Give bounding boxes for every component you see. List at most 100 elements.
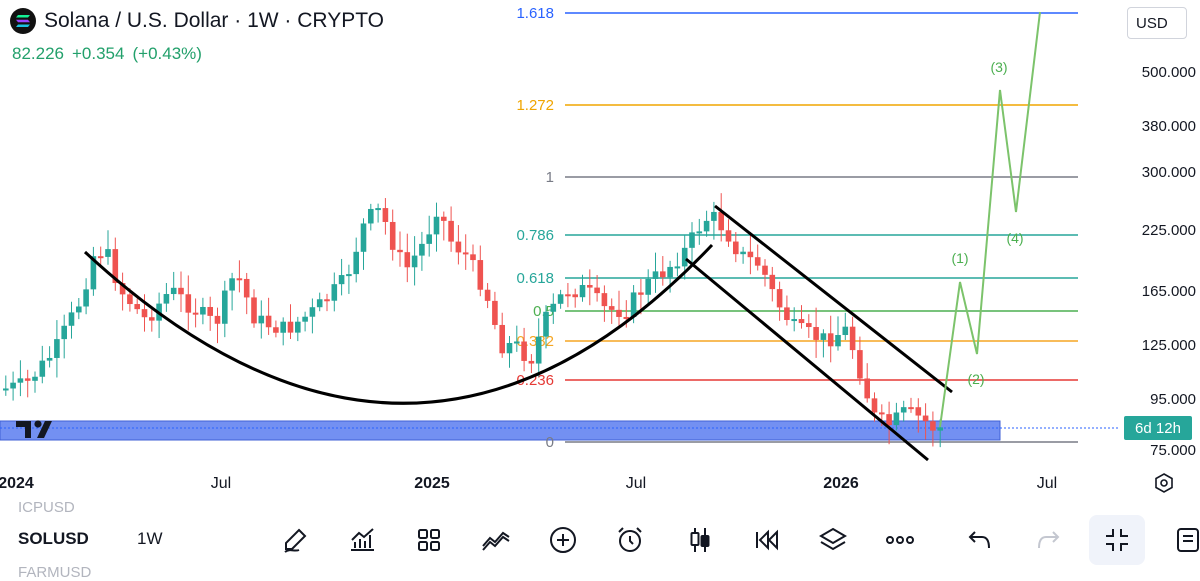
candle-body[interactable] (557, 294, 564, 304)
candle-body[interactable] (849, 326, 856, 351)
candle-body[interactable] (579, 285, 586, 298)
candle-body[interactable] (594, 287, 600, 294)
candle-body[interactable] (674, 266, 681, 269)
candle-body[interactable] (324, 299, 330, 302)
channel-lower-line[interactable] (685, 257, 929, 462)
candle-body[interactable] (937, 427, 943, 431)
candle-body[interactable] (747, 251, 754, 258)
candle-body[interactable] (784, 307, 790, 320)
candle-body[interactable] (601, 293, 608, 307)
support-zone[interactable] (0, 420, 1001, 441)
candle-body[interactable] (798, 319, 805, 324)
draw-icon[interactable] (275, 522, 315, 558)
candle-body[interactable] (192, 312, 199, 315)
candle-body[interactable] (754, 257, 761, 266)
candle-body[interactable] (871, 398, 878, 413)
candle-body[interactable] (32, 376, 38, 381)
channel-upper-line[interactable] (714, 204, 953, 394)
candle-type-icon[interactable] (680, 522, 720, 558)
candle-body[interactable] (915, 407, 922, 416)
layouts-icon[interactable] (409, 522, 449, 558)
candle-body[interactable] (119, 283, 126, 295)
candle-body[interactable] (630, 292, 637, 318)
candle-body[interactable] (616, 309, 622, 317)
candle-body[interactable] (608, 306, 615, 310)
candle-body[interactable] (397, 249, 403, 253)
cup-curve[interactable] (83, 243, 714, 405)
candle-body[interactable] (514, 341, 520, 344)
candle-body[interactable] (857, 350, 863, 379)
candle-body[interactable] (185, 294, 192, 313)
candle-body[interactable] (718, 211, 724, 231)
candle-body[interactable] (68, 312, 75, 326)
candle-body[interactable] (404, 252, 411, 268)
candle-body[interactable] (667, 266, 673, 278)
candle-body[interactable] (462, 252, 469, 255)
candle-body[interactable] (251, 297, 257, 324)
candle-body[interactable] (3, 388, 9, 391)
candle-body[interactable] (689, 232, 695, 248)
candle-body[interactable] (565, 294, 571, 297)
candle-body[interactable] (141, 309, 148, 318)
candle-body[interactable] (134, 304, 140, 310)
candle-body[interactable] (127, 294, 133, 305)
symbol-selector[interactable]: SOLUSD (18, 529, 89, 548)
candle-body[interactable] (638, 292, 644, 295)
candle-body[interactable] (346, 274, 352, 277)
candle-body[interactable] (265, 315, 272, 328)
candle-body[interactable] (587, 285, 593, 288)
candle-body[interactable] (222, 290, 228, 324)
fullscreen-icon[interactable] (1089, 515, 1145, 565)
candle-body[interactable] (448, 220, 454, 242)
candle-body[interactable] (76, 306, 82, 313)
candle-body[interactable] (835, 335, 841, 347)
chart-area[interactable]: 1.618 1.272 1 0.786 0.618 0.5 0.382 0.236 0 (1) … (0, 0, 1200, 510)
candle-body[interactable] (258, 315, 265, 324)
candle-body[interactable] (61, 325, 67, 340)
candle-body[interactable] (806, 323, 812, 328)
alert-icon[interactable] (610, 522, 650, 558)
candle-body[interactable] (893, 412, 900, 426)
candle-body[interactable] (900, 407, 907, 413)
candle-body[interactable] (90, 256, 97, 290)
candle-body[interactable] (820, 333, 827, 340)
candle-body[interactable] (922, 415, 929, 422)
candle-body[interactable] (776, 289, 783, 308)
currency-button[interactable]: USD (1127, 7, 1187, 39)
candle-body[interactable] (236, 278, 243, 281)
candle-body[interactable] (149, 317, 155, 321)
candle-body[interactable] (879, 412, 885, 415)
candle-body[interactable] (368, 208, 374, 224)
candle-body[interactable] (83, 289, 89, 307)
candle-body[interactable] (477, 260, 484, 290)
candle-body[interactable] (455, 241, 462, 253)
candle-body[interactable] (46, 357, 53, 361)
candle-body[interactable] (703, 220, 710, 232)
candle-body[interactable] (813, 327, 819, 340)
candle-body[interactable] (178, 287, 184, 295)
layers-icon[interactable] (813, 522, 853, 558)
candle-body[interactable] (229, 278, 235, 291)
candle-body[interactable] (105, 249, 111, 257)
candle-body[interactable] (375, 208, 381, 211)
candle-body[interactable] (535, 336, 542, 364)
wave-projection[interactable] (939, 11, 1041, 428)
candle-body[interactable] (886, 414, 892, 426)
candle-body[interactable] (506, 343, 513, 354)
candle-body[interactable] (572, 294, 578, 298)
candle-body[interactable] (331, 284, 338, 301)
candle-body[interactable] (623, 316, 630, 319)
candle-body[interactable] (426, 234, 432, 244)
candle-body[interactable] (696, 231, 703, 234)
candle-body[interactable] (112, 249, 119, 284)
candle-body[interactable] (54, 339, 60, 358)
candle-body[interactable] (411, 255, 418, 268)
candle-body[interactable] (97, 256, 104, 259)
candle-body[interactable] (200, 306, 206, 315)
candle-body[interactable] (316, 299, 323, 308)
chart-settings-icon[interactable] (1155, 473, 1173, 493)
candle-body[interactable] (733, 241, 739, 255)
candle-body[interactable] (273, 327, 279, 333)
undo-icon[interactable] (960, 522, 1000, 558)
